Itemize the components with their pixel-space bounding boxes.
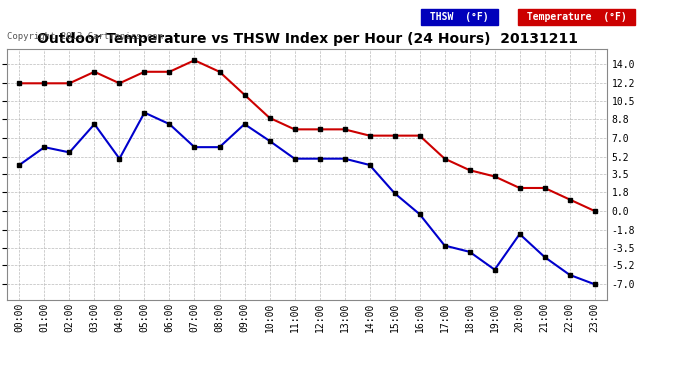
Text: THSW  (°F): THSW (°F) (424, 12, 495, 22)
Text: Copyright 2013 Cartronics.com: Copyright 2013 Cartronics.com (7, 32, 163, 41)
Title: Outdoor Temperature vs THSW Index per Hour (24 Hours)  20131211: Outdoor Temperature vs THSW Index per Ho… (37, 32, 578, 46)
Text: Temperature  (°F): Temperature (°F) (521, 12, 633, 22)
